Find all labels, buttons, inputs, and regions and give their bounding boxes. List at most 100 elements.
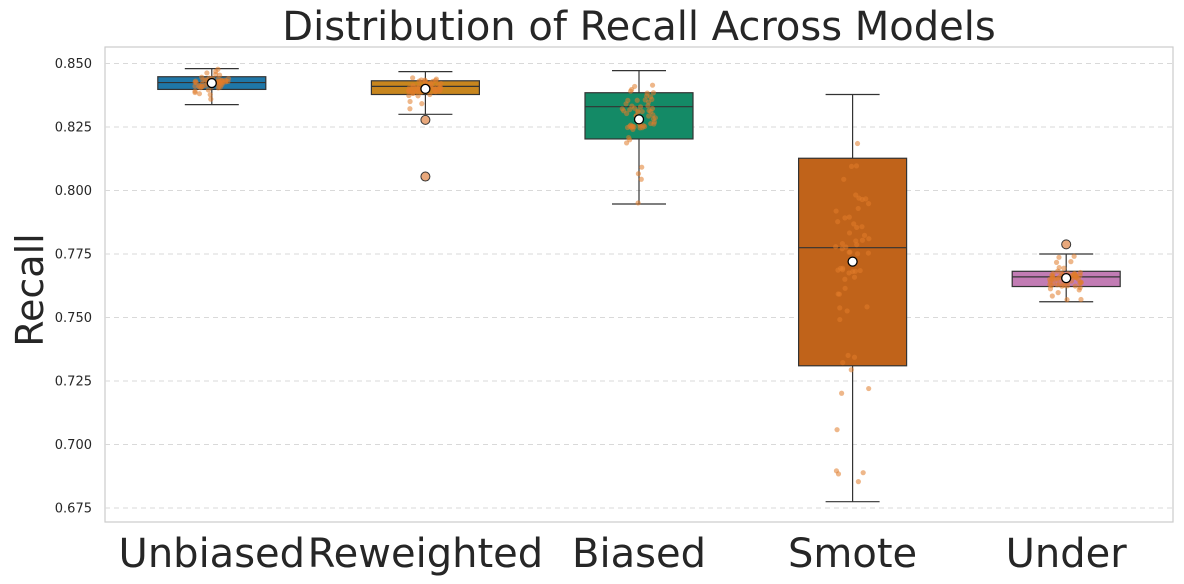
data-point — [410, 90, 416, 96]
data-point — [213, 68, 219, 75]
data-point — [842, 285, 848, 291]
data-point — [1052, 276, 1058, 282]
x-tick-label: Reweighted — [308, 531, 543, 577]
boxes — [157, 66, 1121, 503]
data-point — [848, 367, 854, 373]
data-point — [192, 88, 198, 94]
data-point — [864, 304, 870, 310]
data-point — [1073, 274, 1079, 280]
data-point — [202, 77, 208, 83]
y-tick-label: 0.850 — [55, 57, 92, 72]
data-point — [837, 305, 843, 311]
outlier-point — [420, 171, 431, 182]
data-point — [1078, 296, 1084, 303]
data-point — [638, 176, 644, 182]
data-point — [1064, 297, 1070, 303]
data-point — [410, 75, 416, 81]
data-point — [866, 236, 872, 242]
data-point — [630, 126, 636, 132]
data-point — [649, 82, 656, 88]
data-point — [1071, 253, 1077, 259]
data-point — [840, 265, 846, 271]
data-point — [1076, 287, 1082, 293]
data-point — [835, 219, 841, 225]
mean-marker — [633, 114, 645, 125]
data-point — [833, 468, 840, 474]
data-point — [854, 251, 861, 257]
data-point — [639, 108, 645, 115]
data-point — [853, 163, 860, 169]
data-point — [839, 390, 845, 396]
data-point — [222, 77, 228, 83]
data-point — [842, 215, 848, 221]
data-point — [833, 208, 839, 214]
data-point — [843, 244, 849, 250]
data-point — [196, 91, 203, 97]
data-point — [854, 224, 860, 231]
data-point — [1055, 268, 1061, 274]
data-point — [860, 470, 866, 476]
data-point — [627, 137, 633, 143]
outlier-point — [420, 114, 431, 125]
data-point — [628, 88, 634, 94]
data-point — [1061, 265, 1067, 271]
data-point — [855, 479, 861, 485]
data-point — [193, 80, 199, 86]
data-point — [650, 116, 656, 122]
data-point — [207, 92, 213, 98]
data-point — [840, 359, 846, 366]
data-point — [837, 316, 843, 323]
data-point — [635, 108, 641, 114]
data-point — [199, 74, 205, 80]
data-point — [651, 121, 657, 127]
data-point — [435, 82, 442, 88]
data-point — [1049, 293, 1055, 299]
data-point — [634, 97, 640, 103]
data-point — [834, 427, 840, 433]
data-point — [846, 230, 853, 236]
data-point — [859, 224, 865, 230]
data-point — [859, 196, 865, 203]
y-axis-label: Recall — [8, 233, 52, 346]
x-tick-labels: Unbiased Reweighted Biased Smote Under — [119, 531, 1128, 577]
data-point — [632, 83, 638, 90]
data-point — [625, 97, 631, 103]
y-tick-label: 0.750 — [55, 311, 92, 326]
data-point — [624, 124, 631, 131]
data-point — [639, 164, 645, 170]
x-tick-label: Under — [1006, 531, 1128, 577]
data-point — [844, 308, 850, 314]
data-point — [866, 385, 872, 392]
data-point — [857, 267, 863, 274]
x-tick-label: Unbiased — [119, 531, 305, 577]
data-point — [1050, 280, 1056, 286]
x-tick-label: Smote — [788, 531, 917, 577]
data-point — [1072, 283, 1078, 289]
data-point — [1068, 259, 1074, 265]
data-point — [848, 163, 855, 169]
data-point — [842, 276, 848, 282]
y-tick-label: 0.825 — [55, 121, 92, 136]
data-point — [635, 171, 642, 177]
data-point — [853, 192, 859, 198]
y-tick-label: 0.775 — [55, 248, 92, 263]
data-point — [851, 354, 858, 360]
data-point — [406, 92, 412, 99]
data-point — [865, 250, 871, 256]
data-point — [646, 113, 652, 119]
mean-marker — [1061, 272, 1072, 284]
data-point — [846, 214, 852, 220]
y-tick-label: 0.700 — [55, 438, 92, 453]
box-unbiased — [157, 66, 267, 106]
y-tick-labels: 0.675 0.700 0.725 0.750 0.775 0.800 0.825 0.850 — [55, 57, 92, 517]
data-point — [644, 93, 650, 99]
data-point — [850, 268, 856, 275]
data-point — [851, 274, 858, 280]
data-point — [649, 96, 655, 102]
data-point — [204, 70, 210, 76]
data-point — [432, 89, 439, 95]
data-point — [1064, 283, 1071, 289]
data-point — [646, 107, 652, 114]
data-point — [642, 97, 648, 103]
data-point — [866, 201, 872, 207]
